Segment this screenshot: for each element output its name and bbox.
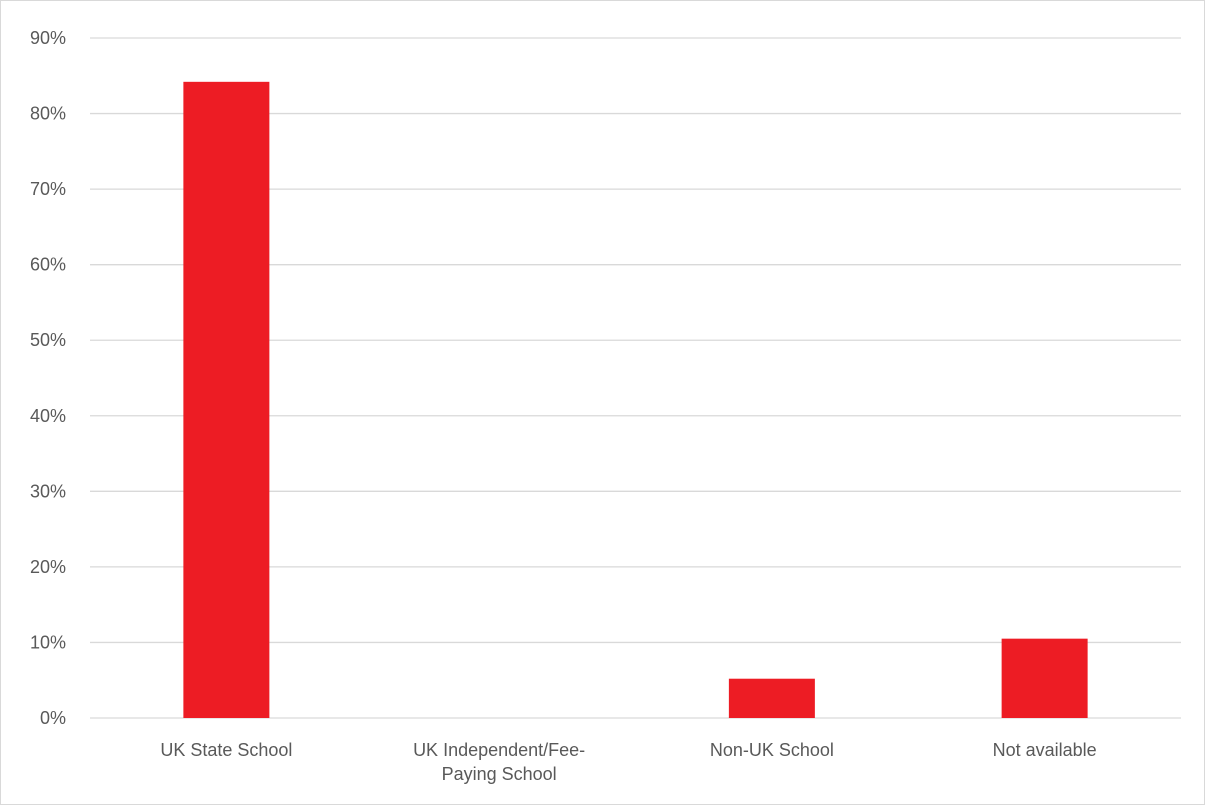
x-tick-label-line: Non-UK School <box>710 740 834 760</box>
y-tick-label: 10% <box>30 632 66 652</box>
y-tick-label: 80% <box>30 104 66 124</box>
x-tick-label: UK State School <box>160 740 292 760</box>
x-tick-label: Non-UK School <box>710 740 834 760</box>
x-tick-label-line: UK Independent/Fee- <box>413 740 585 760</box>
y-tick-label: 30% <box>30 481 66 501</box>
bar <box>728 678 815 718</box>
x-tick-label: UK Independent/Fee- Paying School <box>413 740 585 784</box>
y-tick-label: 70% <box>30 179 66 199</box>
y-tick-label: 0% <box>40 708 66 728</box>
x-tick-label: Not available <box>993 740 1097 760</box>
y-tick-label: 50% <box>30 330 66 350</box>
bar <box>1001 638 1088 718</box>
y-tick-label: 20% <box>30 557 66 577</box>
x-tick-label-line: UK State School <box>160 740 292 760</box>
x-tick-label-line: Paying School <box>442 764 557 784</box>
y-tick-label: 90% <box>30 28 66 48</box>
bar <box>183 81 270 719</box>
y-tick-label: 60% <box>30 255 66 275</box>
x-tick-label-line: Not available <box>993 740 1097 760</box>
y-tick-label: 40% <box>30 406 66 426</box>
